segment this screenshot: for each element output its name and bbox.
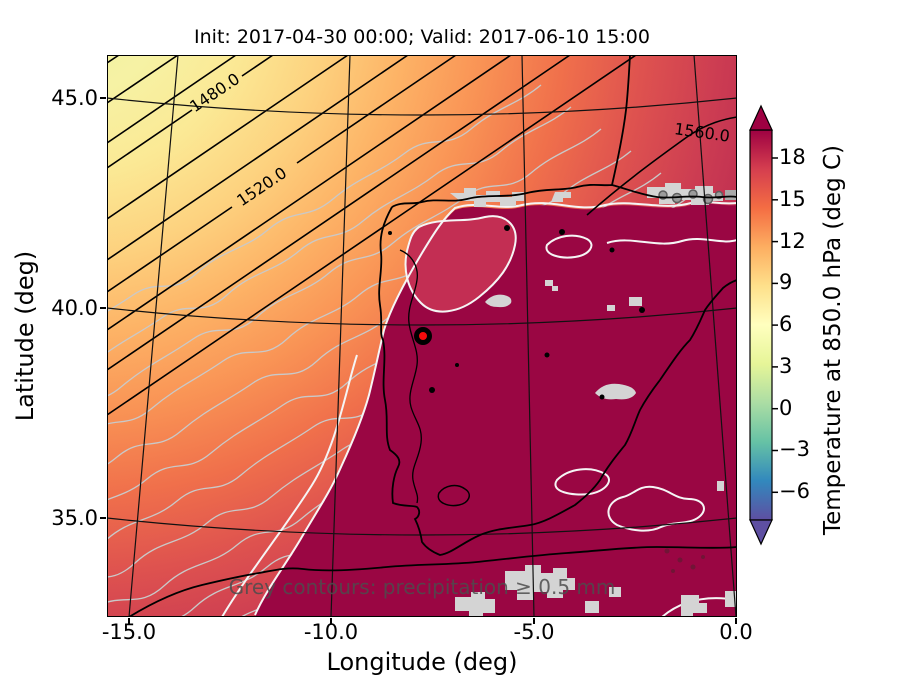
colorbar-tick-label: 15	[779, 187, 806, 212]
x-tick-label: -15.0	[101, 620, 157, 644]
precipitation-note: Grey contours: precipitation ≥ 0.5 mm	[229, 575, 616, 599]
y-tickmark	[100, 307, 106, 309]
x-tickmark	[735, 618, 737, 624]
portugal-spain-border	[399, 249, 422, 504]
x-tickmark	[533, 618, 535, 624]
warm-bay-fill	[404, 215, 517, 313]
x-tick-label: -10.0	[303, 620, 359, 644]
colorbar-tick-label: 6	[779, 312, 793, 337]
edge-grey-smudge	[725, 190, 737, 200]
y-tick-label: 35.0	[51, 506, 98, 530]
contour-label-1520: 1520.0	[233, 163, 290, 210]
colorbar	[749, 104, 778, 546]
y-tickmark	[100, 97, 106, 99]
y-axis-label: Latitude (deg)	[11, 250, 39, 422]
map-plot-area: 1480.0 1520.0 1560.0 Grey contours: prec…	[107, 55, 737, 617]
hot-region-fill	[255, 203, 737, 617]
y-tickmark	[100, 517, 106, 519]
x-tick-label: 0.0	[719, 620, 753, 644]
y-tick-label: 40.0	[51, 296, 98, 320]
colorbar-gradient	[749, 129, 773, 521]
x-tick-label: -5.0	[513, 620, 555, 644]
lake-dots	[388, 225, 645, 400]
geopotential-contours	[107, 55, 737, 416]
contour-label-1560: 1560.0	[673, 119, 731, 146]
x-tickmark	[128, 618, 130, 624]
colorbar-axis-label: Temperature at 850.0 hPa (deg C)	[820, 144, 846, 536]
colorbar-tick-label: 0	[779, 396, 793, 421]
map-canvas: 1480.0 1520.0 1560.0 Grey contours: prec…	[107, 55, 737, 617]
x-axis-label: Longitude (deg)	[326, 648, 518, 676]
y-tick-label: 45.0	[51, 86, 98, 110]
graticule	[107, 55, 737, 617]
grey-precip-patches	[450, 183, 737, 617]
location-marker	[414, 327, 432, 345]
colorbar-tick-label: −3	[779, 437, 810, 462]
colorbar-under-arrow	[749, 519, 773, 546]
white-precip-contours	[221, 200, 737, 617]
colorbar-over-arrow	[749, 104, 773, 131]
colorbar-tick-label: 3	[779, 354, 793, 379]
x-tickmark	[330, 618, 332, 624]
colorbar-tick-label: 9	[779, 270, 793, 295]
coastlines	[128, 55, 737, 617]
colorbar-ticks	[772, 157, 778, 494]
plot-title: Init: 2017-04-30 00:00; Valid: 2017-06-1…	[194, 26, 650, 48]
colorbar-tick-label: 12	[779, 229, 806, 254]
maroon-speckles	[664, 548, 705, 573]
colorbar-tick-label: −6	[779, 479, 810, 504]
colorbar-tick-label: 18	[779, 145, 806, 170]
